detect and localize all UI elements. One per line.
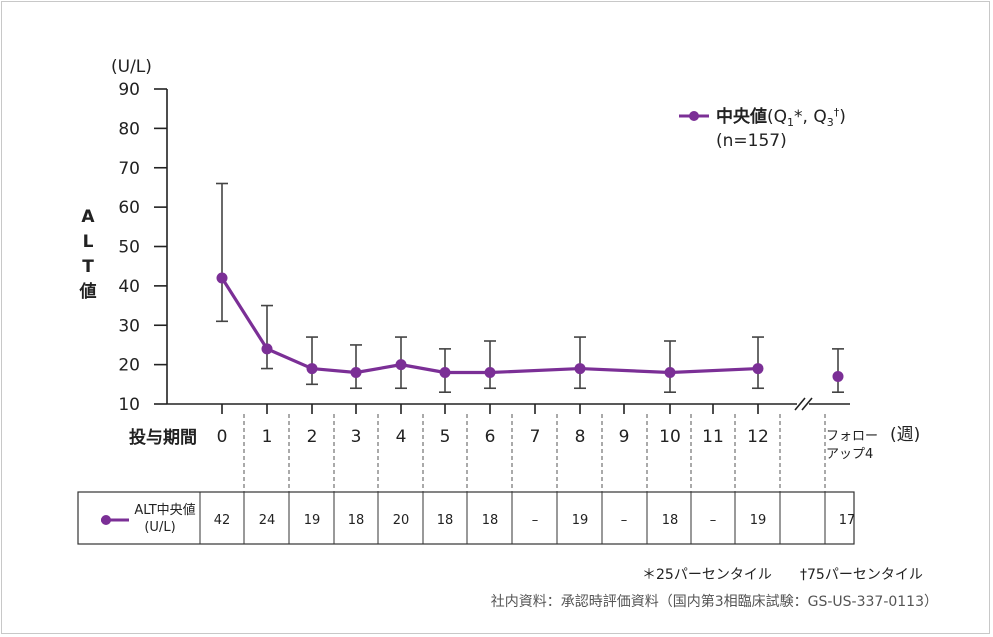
table-cell: 19 [750, 513, 767, 528]
x-tick-label: 12 [747, 427, 769, 447]
median-point [395, 359, 407, 371]
source-note: 社内資料：承認時評価資料（国内第3相臨床試験：GS-US-337-0113） [491, 593, 938, 610]
x-tick-label-followup: アップ4 [826, 447, 873, 462]
median-point [574, 363, 586, 375]
y-tick-label: 70 [118, 159, 140, 179]
table-cell: 19 [304, 513, 321, 528]
median-point [306, 363, 318, 375]
table-cell: 42 [214, 513, 231, 528]
y-tick-label: 10 [118, 395, 140, 415]
median-point [350, 367, 362, 378]
x-tick-label: 3 [351, 427, 362, 447]
table-cell: – [710, 513, 717, 528]
y-axis-title-char: T [82, 257, 94, 277]
table-cell: 24 [259, 513, 276, 528]
y-tick-label: 20 [118, 356, 140, 376]
x-tick-label: 8 [575, 427, 586, 447]
data-table: ALT中央値 (U/L) 42 24 19 18 20 18 18 – 19 – 18 – 19 17 [77, 491, 856, 545]
x-tick-label: 0 [217, 427, 228, 447]
footnote-q1: ＊25パーセンタイル [642, 567, 772, 583]
legend-marker [689, 111, 699, 121]
x-tick-label: 5 [440, 427, 451, 447]
table-cell: 19 [572, 513, 589, 528]
y-axis-title-char: L [83, 232, 94, 252]
median-line [220, 277, 759, 375]
x-tick-label: 10 [659, 427, 681, 447]
x-tick-label-followup: フォロー [826, 429, 878, 444]
table-row-unit: (U/L) [144, 520, 175, 535]
x-tick-label: 9 [619, 427, 630, 447]
x-tick-label: 6 [485, 427, 496, 447]
y-axis-title-char: A [81, 207, 95, 227]
x-tick-label: 1 [262, 427, 273, 447]
table-cell: 18 [437, 513, 454, 528]
x-unit-label: (週) [890, 425, 920, 445]
table-cell: 20 [393, 513, 410, 528]
x-tick-label: 4 [396, 427, 407, 447]
y-tick-label: 40 [118, 277, 140, 297]
y-axis-title-char: 値 [79, 281, 97, 302]
table-border [77, 491, 855, 545]
table-cell: – [532, 513, 539, 528]
footnote-q3: †75パーセンタイル [800, 567, 923, 583]
y-tick-label: 60 [118, 198, 140, 218]
median-point [752, 363, 764, 375]
table-cell: 18 [482, 513, 499, 528]
median-point [439, 367, 451, 378]
table-cell: – [621, 513, 628, 528]
median-point [484, 367, 496, 378]
axis-break-mark [794, 397, 806, 411]
median-point [664, 367, 676, 378]
y-tick-label: 50 [118, 238, 140, 258]
legend: 中央値(Q1*, Q3†) (n=157) [679, 106, 846, 151]
x-tick-label: 11 [702, 427, 724, 447]
y-unit-label: (U/L) [111, 57, 152, 77]
median-point [216, 272, 228, 284]
y-tick-label: 90 [118, 80, 140, 100]
median-point [832, 370, 844, 382]
table-cell: 17 [839, 513, 856, 528]
table-cell: 18 [662, 513, 679, 528]
x-tick-label: 7 [530, 427, 541, 447]
y-tick-label: 30 [118, 316, 140, 336]
legend-n-label: (n=157) [716, 131, 787, 151]
table-legend-marker [101, 515, 111, 525]
y-tick-label: 80 [118, 119, 140, 139]
table-row-label: ALT中央値 [134, 502, 195, 518]
legend-series-label: 中央値(Q1*, Q3†) [716, 106, 846, 129]
axis-break-mark [801, 397, 813, 411]
x-axis-title: 投与期間 [129, 427, 197, 448]
median-point [261, 343, 273, 355]
table-cell: 18 [348, 513, 365, 528]
x-tick-label: 2 [307, 427, 318, 447]
